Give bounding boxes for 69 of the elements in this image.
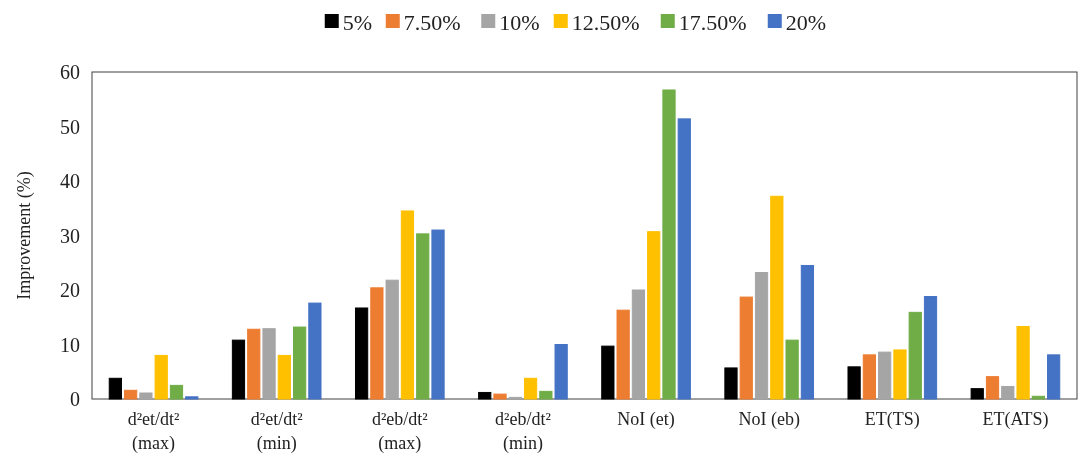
x-tick-label: d²eb/dt² (max) [371,409,428,454]
x-tick-label: NoI (et) [617,409,675,430]
bar [262,328,276,400]
bar [554,344,568,400]
bar [247,328,261,400]
bar [354,307,369,400]
y-tick-label: 50 [60,115,80,138]
x-tick-label: d²et/dt² (min) [250,409,303,454]
x-tick-label: ET(TS) [864,409,920,430]
x-tick-label: ET(ATS) [982,409,1049,430]
bar [847,366,861,400]
legend-label: 7.50% [403,9,461,35]
bar [293,326,307,400]
bar [923,296,938,400]
y-tick-label: 10 [60,333,80,356]
bar [647,231,661,400]
legend-label: 12.50% [571,9,640,35]
bar [139,392,153,400]
x-tick-label: d²eb/dt² (min) [495,409,551,454]
bar [785,339,799,400]
y-tick-label: 60 [60,61,80,83]
bar [539,390,553,400]
y-tick-label: 40 [60,170,80,192]
legend-label: 20% [785,9,827,35]
bar [124,389,138,400]
bar [523,377,538,400]
bar [154,354,168,400]
bar [662,89,676,400]
bar [370,287,384,400]
bar [431,229,445,400]
bar [970,388,984,400]
bar [724,367,738,400]
bar [985,376,1000,400]
bar [308,302,322,400]
y-axis-title: Improvement (%) [14,171,35,300]
x-tick-label: NoI (eb) [738,409,800,430]
bar [277,354,291,400]
bar [185,396,199,400]
bar [231,339,246,400]
bar [1016,326,1030,400]
bar [108,377,122,400]
bar [770,195,784,400]
legend-label: 10% [499,9,540,35]
bar [1031,395,1045,400]
bar [616,309,630,400]
legend-label: 5% [342,9,373,35]
bar [754,272,769,400]
bar [862,354,876,400]
x-tick-label: d²et/dt² (max) [127,409,180,454]
bar [800,264,815,400]
bar [416,233,430,400]
bar [893,349,907,400]
bar [1047,354,1061,400]
bar [169,384,184,400]
bar [878,351,892,400]
bar [385,279,399,400]
legend-label: 17.50% [678,9,747,35]
bar [677,118,691,400]
bar [1001,385,1015,400]
y-tick-label: 0 [70,388,80,410]
bar [400,210,415,400]
bar [631,289,646,400]
y-tick-label: 30 [60,224,80,247]
bar [739,296,753,400]
bar [908,311,922,400]
y-tick-label: 20 [60,279,80,301]
bar [478,391,492,400]
bar [493,393,507,400]
bar [601,345,615,400]
